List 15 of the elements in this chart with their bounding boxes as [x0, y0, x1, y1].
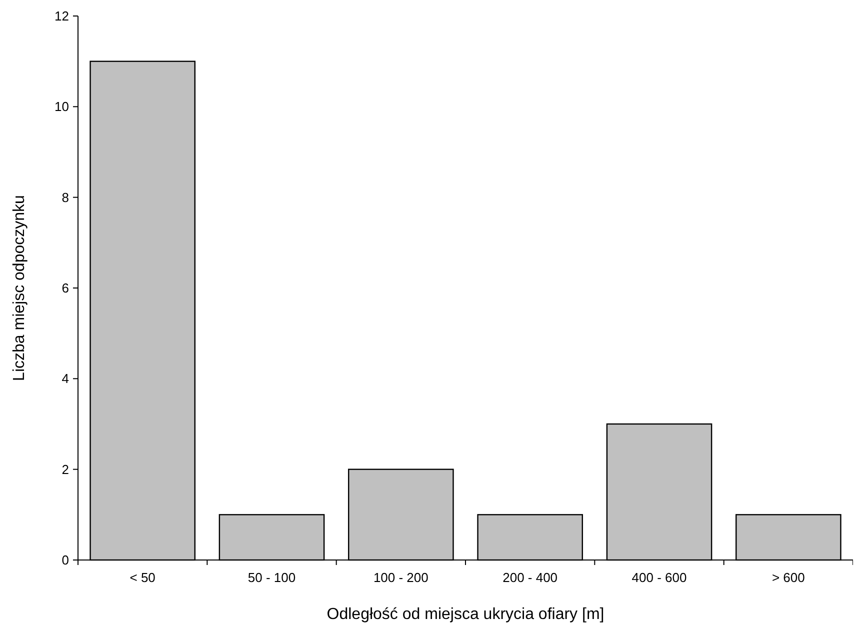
y-tick-label: 6	[62, 280, 69, 296]
y-tick-label: 0	[62, 552, 69, 568]
x-tick-label: 400 - 600	[632, 570, 687, 585]
x-tick-label: > 600	[772, 570, 805, 585]
x-axis-title: Odległość od miejsca ukrycia ofiary [m]	[326, 606, 604, 623]
y-tick-label: 12	[54, 8, 69, 24]
y-axis-title: Liczba miejsc odpoczynku	[11, 195, 28, 381]
y-tick-label: 2	[62, 462, 69, 477]
x-tick-label: 100 - 200	[373, 570, 428, 585]
y-tick-label: 4	[62, 371, 69, 386]
y-tick-label: 8	[62, 190, 69, 205]
x-tick-label: < 50	[130, 570, 156, 585]
x-tick-label: 200 - 400	[502, 570, 558, 585]
x-tick-label: 50 - 100	[248, 570, 296, 585]
y-tick-label: 10	[54, 99, 69, 114]
